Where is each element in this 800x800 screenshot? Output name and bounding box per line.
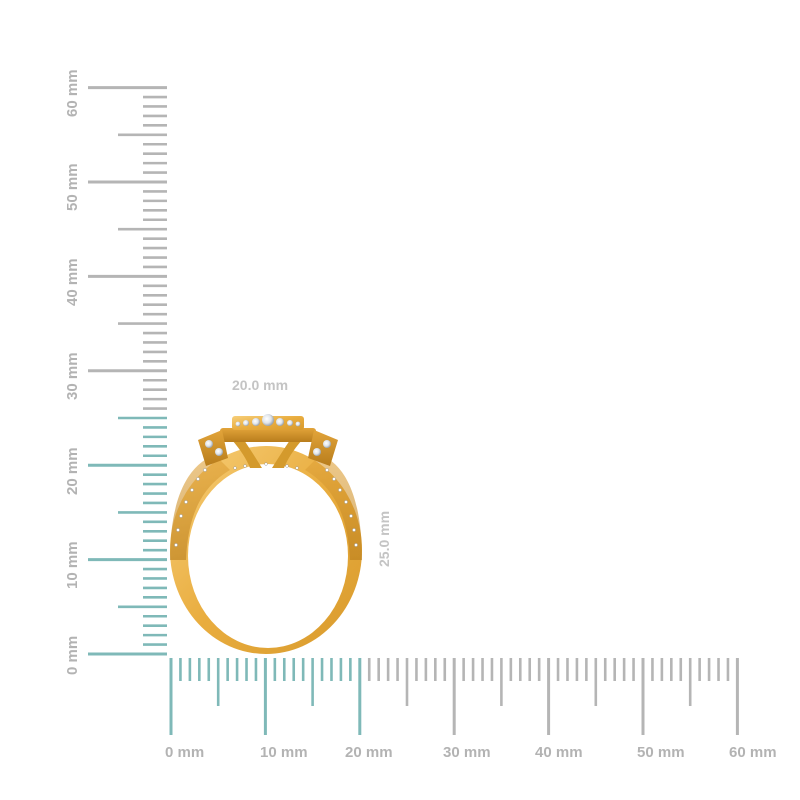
ring-width-label: 20.0 mm [232, 377, 289, 393]
ring-band [170, 446, 362, 654]
horizontal-label-50: 50 mm [637, 744, 685, 761]
side-stones [198, 430, 338, 466]
halo-setting [220, 414, 316, 442]
ring-gallery [232, 440, 302, 468]
horizontal-label-20: 20 mm [345, 744, 393, 761]
horizontal-label-0: 0 mm [165, 744, 205, 761]
horizontal-label-30: 30 mm [443, 744, 491, 761]
horizontal-label-60: 60 mm [729, 744, 777, 761]
horizontal-label-10: 10 mm [260, 744, 308, 761]
horizontal-label-40: 40 mm [535, 744, 583, 761]
